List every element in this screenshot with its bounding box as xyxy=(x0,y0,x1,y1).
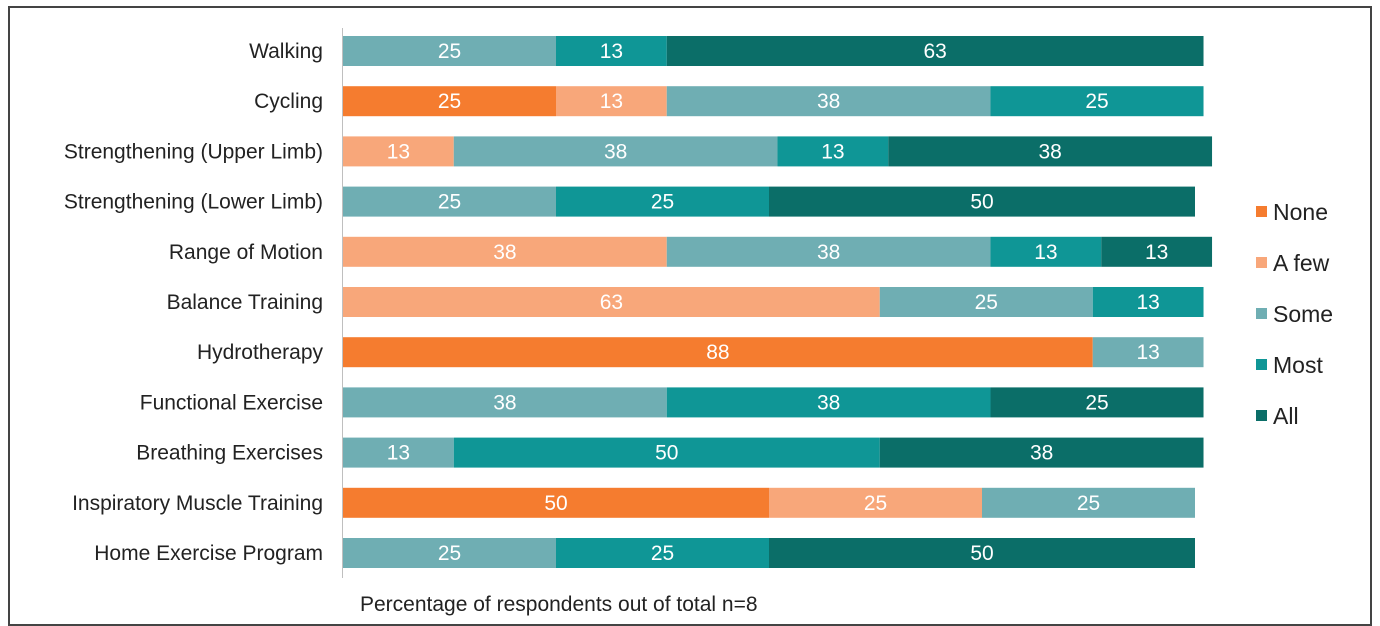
category-label: Walking xyxy=(249,40,323,63)
bar-segment xyxy=(777,136,889,167)
data-label: 13 xyxy=(1136,341,1159,364)
data-label: 25 xyxy=(651,191,674,214)
data-label: 13 xyxy=(1136,291,1159,314)
bar-segment xyxy=(666,86,991,117)
bar-segment xyxy=(990,86,1204,117)
legend-swatch xyxy=(1256,359,1267,370)
category-label: Range of Motion xyxy=(169,241,323,264)
data-label: 13 xyxy=(600,90,623,113)
data-label: 25 xyxy=(438,90,461,113)
data-label: 25 xyxy=(438,191,461,214)
data-label: 13 xyxy=(1145,241,1168,264)
bar-segment xyxy=(343,86,556,117)
bar-segment xyxy=(666,387,991,418)
bar-segment xyxy=(453,437,880,468)
data-label: 13 xyxy=(600,40,623,63)
bar-segment xyxy=(556,186,769,217)
data-label: 38 xyxy=(1038,140,1061,163)
bar-segment xyxy=(1092,337,1204,368)
data-label: 25 xyxy=(975,291,998,314)
bar-segment xyxy=(556,86,667,117)
data-label: 13 xyxy=(1034,241,1057,264)
category-label: Breathing Exercises xyxy=(136,442,323,465)
data-label: 38 xyxy=(493,241,516,264)
category-label: Home Exercise Program xyxy=(94,542,323,565)
data-label: 63 xyxy=(923,40,946,63)
data-label: 38 xyxy=(1030,442,1053,465)
data-label: 50 xyxy=(970,191,993,214)
bar-segment xyxy=(769,186,1195,217)
bar-segment xyxy=(343,186,556,217)
bar-segment xyxy=(666,236,991,267)
legend-swatch xyxy=(1256,206,1267,217)
category-label: Cycling xyxy=(254,90,323,113)
bar-segment xyxy=(879,437,1204,468)
data-label: 25 xyxy=(864,492,887,515)
bar-segment xyxy=(556,538,769,568)
bar-segment xyxy=(990,387,1204,418)
bar-segment xyxy=(343,337,1093,368)
data-label: 38 xyxy=(493,391,516,414)
legend-swatch xyxy=(1256,308,1267,319)
bar-segment xyxy=(1092,287,1204,317)
legend-swatch xyxy=(1256,257,1267,268)
bars-group: 25 13 63 25 13 38 25 13 38 13 38 25 25 50 38 38 13 13 63 25… xyxy=(343,36,1213,568)
bar-segment xyxy=(343,136,454,167)
category-label: Strengthening (Lower Limb) xyxy=(64,191,323,214)
data-label: 50 xyxy=(544,492,567,515)
data-label: 38 xyxy=(817,90,840,113)
data-label: 13 xyxy=(387,140,410,163)
data-label: 50 xyxy=(970,542,993,565)
data-label: 25 xyxy=(438,542,461,565)
data-label: 25 xyxy=(438,40,461,63)
legend-label: Some xyxy=(1273,301,1333,327)
category-label: Hydrotherapy xyxy=(197,341,324,364)
category-label: Strengthening (Upper Limb) xyxy=(64,140,323,163)
legend-label: Most xyxy=(1273,352,1323,378)
legend-label: A few xyxy=(1273,250,1330,276)
category-labels-group: Walking Cycling Strengthening (Upper Limb)… xyxy=(64,40,324,565)
bar-segment xyxy=(343,236,667,267)
bar-segment xyxy=(888,136,1213,167)
bar-segment xyxy=(343,487,769,518)
bar-segment xyxy=(666,36,1204,66)
data-label: 50 xyxy=(655,442,678,465)
data-label: 88 xyxy=(706,341,729,364)
legend: None A few Some Most All xyxy=(1256,199,1333,429)
category-label: Inspiratory Muscle Training xyxy=(72,492,323,515)
data-label: 25 xyxy=(1085,391,1108,414)
data-label: 38 xyxy=(817,391,840,414)
bar-segment xyxy=(453,136,778,167)
data-label: 63 xyxy=(600,291,623,314)
bar-segment xyxy=(343,538,556,568)
category-label: Balance Training xyxy=(167,291,323,314)
bar-segment xyxy=(343,387,667,418)
x-axis-label: Percentage of respondents out of total n… xyxy=(360,593,758,616)
bar-segment xyxy=(982,487,1195,518)
bar-segment xyxy=(556,36,667,66)
legend-label: None xyxy=(1273,199,1328,225)
category-label: Functional Exercise xyxy=(140,391,323,414)
bar-segment xyxy=(990,236,1102,267)
legend-label: All xyxy=(1273,403,1299,429)
bar-segment xyxy=(1101,236,1213,267)
data-label: 25 xyxy=(1077,492,1100,515)
bar-segment xyxy=(769,487,982,518)
bar-segment xyxy=(343,287,880,317)
data-label: 13 xyxy=(387,442,410,465)
legend-swatch xyxy=(1256,410,1267,421)
data-label: 25 xyxy=(651,542,674,565)
bar-segment xyxy=(343,437,454,468)
data-label: 38 xyxy=(604,140,627,163)
data-label: 38 xyxy=(817,241,840,264)
data-label: 13 xyxy=(821,140,844,163)
bar-segment xyxy=(769,538,1195,568)
bar-segment xyxy=(879,287,1093,317)
data-label: 25 xyxy=(1085,90,1108,113)
bar-segment xyxy=(343,36,556,66)
